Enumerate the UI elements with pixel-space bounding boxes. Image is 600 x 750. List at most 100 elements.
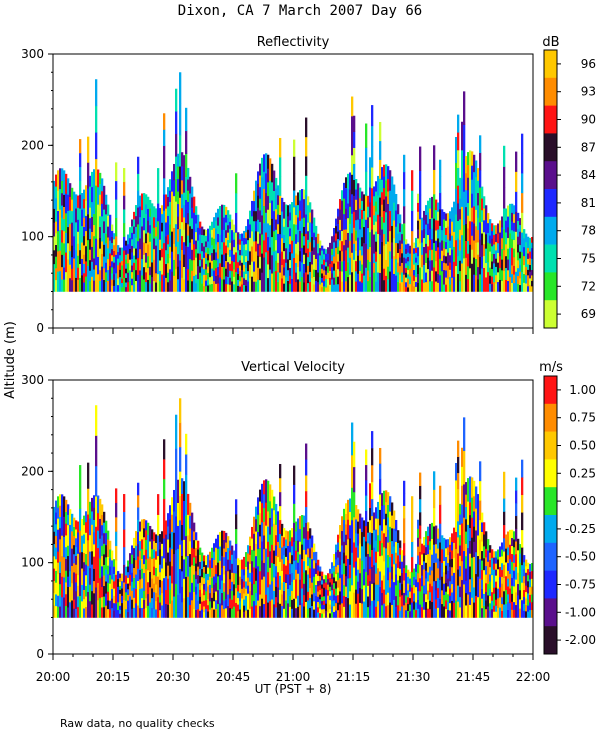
data-cell (221, 266, 224, 280)
data-cell (487, 550, 490, 562)
data-cell (421, 564, 424, 576)
data-cell (423, 228, 426, 239)
data-cell (381, 191, 384, 205)
data-cell (383, 176, 386, 189)
data-cell (287, 259, 290, 271)
data-cell (125, 263, 128, 269)
data-cell (423, 219, 426, 230)
data-cell (531, 258, 534, 265)
data-cell (291, 581, 294, 591)
data-cell (193, 228, 196, 245)
data-cell (463, 484, 466, 518)
data-cell (407, 590, 410, 598)
data-cell (493, 599, 496, 606)
data-cell (145, 578, 148, 589)
data-cell (101, 607, 104, 618)
data-cell (89, 249, 92, 261)
data-cell (319, 571, 322, 577)
data-cell (529, 579, 532, 588)
data-cell (167, 206, 170, 216)
data-cell (437, 597, 440, 608)
data-cell (303, 272, 306, 283)
data-cell (355, 189, 358, 200)
data-cell (343, 508, 346, 521)
data-cell (425, 578, 428, 587)
data-cell (417, 528, 420, 538)
data-cell (171, 583, 174, 601)
data-cell (415, 571, 418, 580)
data-cell (483, 522, 486, 535)
data-cell (75, 573, 78, 583)
data-cell (385, 490, 388, 503)
data-cell (297, 229, 300, 243)
data-cell (215, 608, 218, 618)
data-cell (503, 590, 506, 605)
data-cell (395, 606, 398, 618)
data-cell (225, 276, 228, 285)
data-cell (493, 234, 496, 245)
data-cell (209, 559, 212, 569)
data-cell (93, 544, 96, 557)
data-cell (207, 228, 210, 236)
data-cell (53, 605, 56, 618)
data-cell (181, 509, 184, 525)
data-cell (471, 235, 474, 250)
data-cell (55, 594, 58, 607)
data-cell (153, 557, 156, 567)
data-cell (453, 246, 456, 262)
data-cell (519, 271, 522, 279)
data-cell (519, 284, 522, 292)
data-cell (499, 255, 502, 269)
data-cell (267, 277, 270, 292)
data-cell (465, 543, 468, 557)
data-cell (155, 245, 158, 255)
data-cell (331, 600, 334, 607)
data-cell (307, 265, 310, 275)
data-cell (309, 222, 312, 233)
data-cell (191, 228, 194, 240)
data-cell (211, 221, 214, 230)
data-cell (299, 604, 302, 618)
data-cell (255, 241, 258, 252)
data-cell (513, 546, 516, 556)
data-cell (489, 259, 492, 268)
data-cell (257, 243, 260, 256)
data-cell (379, 197, 382, 217)
data-cell (109, 253, 112, 267)
data-cell (109, 557, 112, 567)
data-cell (379, 253, 382, 273)
data-cell (269, 567, 272, 585)
data-cell (185, 535, 188, 557)
data-cell (377, 600, 380, 618)
data-cell (213, 270, 216, 282)
data-cell (93, 580, 96, 594)
data-cell (431, 228, 434, 240)
data-cell (365, 556, 368, 572)
data-cell (517, 550, 520, 562)
data-cell (229, 228, 232, 236)
data-cell (381, 567, 384, 581)
data-cell (521, 212, 524, 233)
data-cell (299, 220, 302, 231)
data-cell (447, 547, 450, 556)
data-cell (81, 242, 84, 259)
data-cell (93, 247, 96, 259)
data-cell (451, 277, 454, 292)
reflectivity-data (53, 72, 534, 292)
data-cell (465, 223, 468, 241)
data-cell (271, 526, 274, 545)
data-cell (513, 282, 516, 292)
data-cell (77, 255, 80, 268)
data-cell (375, 518, 378, 530)
data-cell (347, 597, 350, 618)
data-cell (303, 282, 306, 292)
data-cell (371, 583, 374, 601)
data-cell (375, 261, 378, 272)
data-cell (513, 578, 516, 587)
data-cell (203, 240, 206, 247)
data-cell (487, 271, 490, 282)
data-cell (149, 571, 152, 588)
data-cell (289, 228, 292, 237)
data-cell (313, 254, 316, 263)
